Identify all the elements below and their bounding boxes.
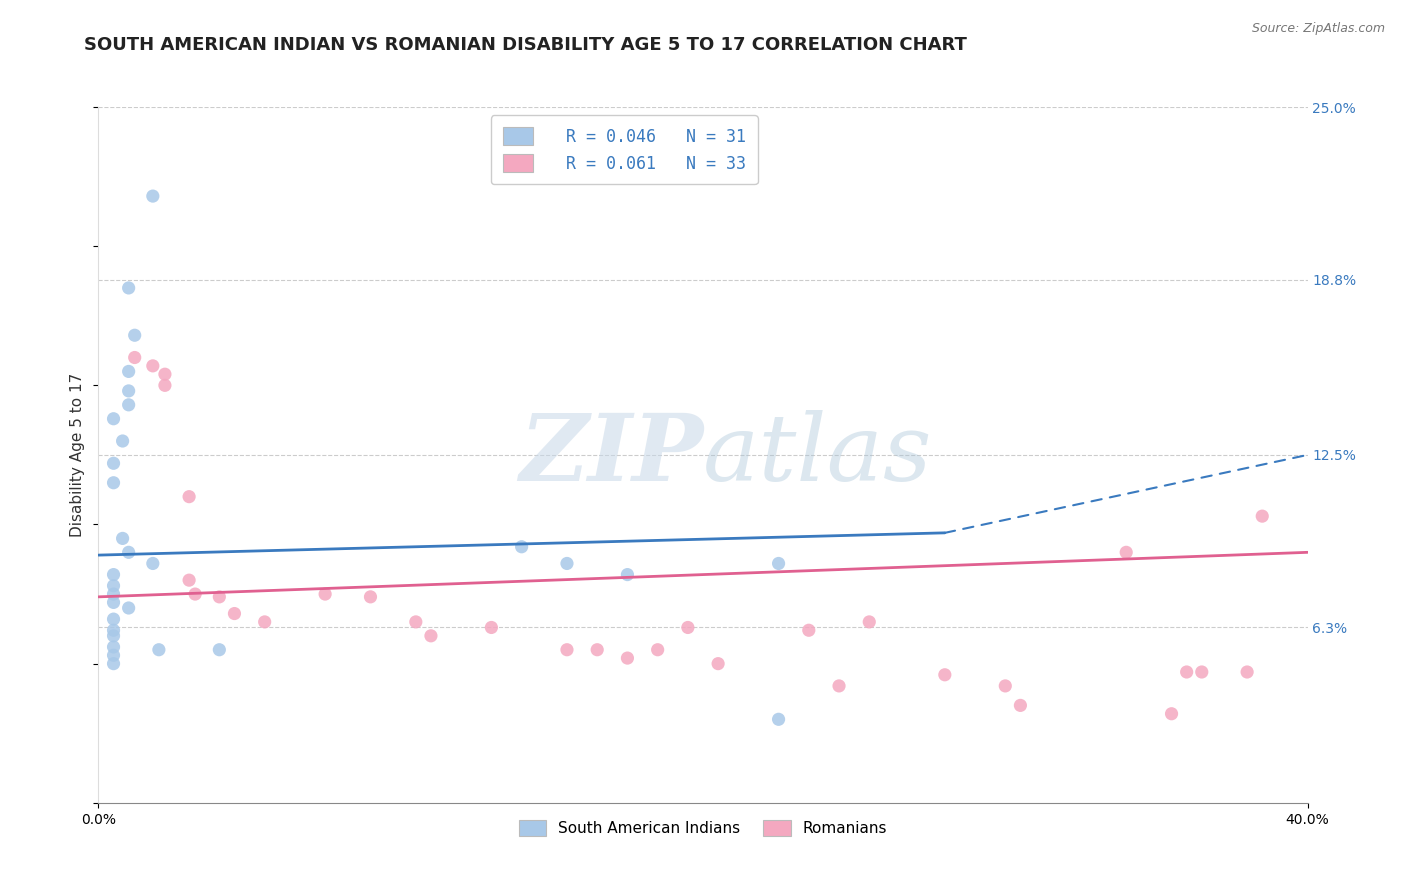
Point — [103, 624, 125, 638]
Point — [1236, 665, 1258, 679]
Point — [124, 351, 146, 365]
Point — [118, 281, 141, 295]
Point — [934, 667, 956, 681]
Point — [111, 532, 134, 546]
Point — [647, 642, 669, 657]
Point — [676, 620, 699, 634]
Point — [510, 540, 533, 554]
Point — [481, 620, 503, 634]
Point — [103, 475, 125, 490]
Point — [103, 595, 125, 609]
Point — [707, 657, 730, 671]
Point — [103, 629, 125, 643]
Y-axis label: Disability Age 5 to 17: Disability Age 5 to 17 — [70, 373, 86, 537]
Point — [111, 434, 134, 448]
Point — [103, 612, 125, 626]
Point — [118, 364, 141, 378]
Text: Source: ZipAtlas.com: Source: ZipAtlas.com — [1251, 22, 1385, 36]
Point — [208, 590, 231, 604]
Point — [153, 378, 176, 392]
Point — [1175, 665, 1198, 679]
Point — [768, 557, 790, 571]
Point — [360, 590, 382, 604]
Point — [103, 567, 125, 582]
Point — [103, 411, 125, 425]
Point — [253, 615, 276, 629]
Point — [142, 189, 165, 203]
Point — [616, 567, 638, 582]
Point — [555, 557, 578, 571]
Text: SOUTH AMERICAN INDIAN VS ROMANIAN DISABILITY AGE 5 TO 17 CORRELATION CHART: SOUTH AMERICAN INDIAN VS ROMANIAN DISABI… — [84, 36, 967, 54]
Text: atlas: atlas — [703, 410, 932, 500]
Point — [555, 642, 578, 657]
Point — [1115, 545, 1137, 559]
Point — [142, 557, 165, 571]
Point — [224, 607, 246, 621]
Point — [179, 490, 201, 504]
Legend: South American Indians, Romanians: South American Indians, Romanians — [510, 812, 896, 844]
Point — [184, 587, 207, 601]
Point — [797, 624, 820, 638]
Point — [1160, 706, 1182, 721]
Point — [994, 679, 1017, 693]
Point — [142, 359, 165, 373]
Point — [148, 642, 170, 657]
Point — [118, 545, 141, 559]
Point — [208, 642, 231, 657]
Point — [616, 651, 638, 665]
Point — [1191, 665, 1213, 679]
Point — [103, 640, 125, 654]
Point — [118, 384, 141, 398]
Point — [103, 587, 125, 601]
Point — [103, 579, 125, 593]
Point — [179, 573, 201, 587]
Point — [768, 712, 790, 726]
Point — [103, 657, 125, 671]
Point — [103, 648, 125, 663]
Point — [118, 398, 141, 412]
Point — [828, 679, 851, 693]
Point — [118, 601, 141, 615]
Point — [405, 615, 427, 629]
Point — [124, 328, 146, 343]
Point — [153, 368, 176, 382]
Point — [103, 456, 125, 470]
Point — [586, 642, 609, 657]
Point — [1010, 698, 1032, 713]
Point — [858, 615, 880, 629]
Point — [1251, 509, 1274, 524]
Text: ZIP: ZIP — [519, 410, 703, 500]
Point — [314, 587, 336, 601]
Point — [420, 629, 443, 643]
